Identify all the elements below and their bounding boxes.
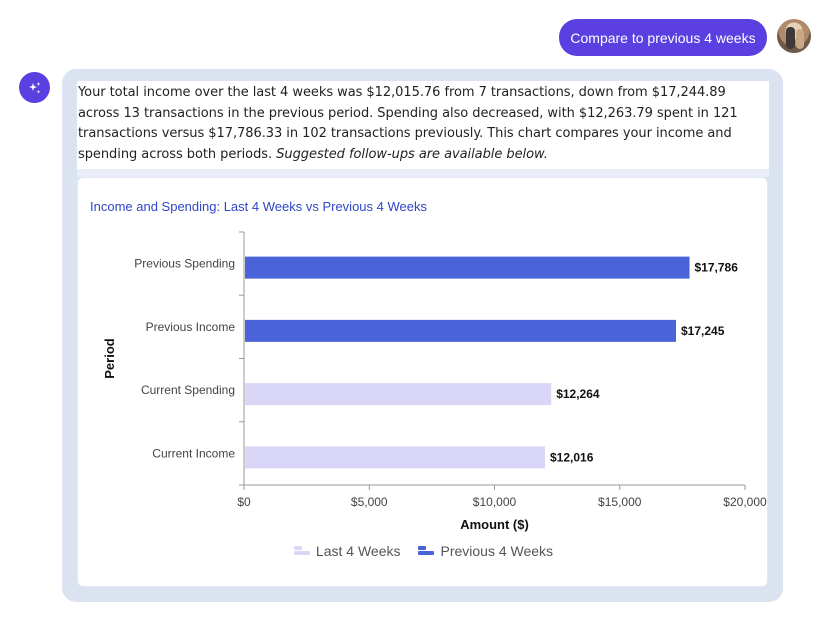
- legend-swatch-last-4-weeks: [293, 545, 310, 557]
- bar: [245, 383, 552, 406]
- chart-legend: Last 4 Weeks Previous 4 Weeks: [78, 543, 769, 559]
- followup-note: Suggested follow-ups are available below…: [276, 146, 548, 162]
- chart-title: Income and Spending: Last 4 Weeks vs Pre…: [90, 199, 427, 214]
- avatar-figure-right: [796, 29, 804, 49]
- bar-data-label: $12,016: [550, 450, 594, 464]
- user-message-text: Compare to previous 4 weeks: [570, 29, 756, 46]
- y-tick-label: Previous Income: [146, 320, 236, 334]
- assistant-message: Your total income over the last 4 weeks …: [77, 81, 769, 169]
- bar: [245, 256, 690, 279]
- x-tick-label: $10,000: [473, 495, 517, 509]
- legend-swatch-previous-4-weeks: [418, 545, 435, 557]
- bar-data-label: $12,264: [556, 387, 600, 401]
- x-tick-label: $5,000: [351, 495, 388, 509]
- bar-data-label: $17,786: [695, 261, 739, 275]
- legend-item-last-4-weeks[interactable]: Last 4 Weeks: [293, 543, 401, 559]
- avatar-figure-left: [786, 27, 795, 49]
- y-tick-label: Current Spending: [141, 383, 235, 397]
- legend-item-previous-4-weeks[interactable]: Previous 4 Weeks: [418, 543, 553, 559]
- x-tick-label: $15,000: [598, 495, 642, 509]
- legend-label: Last 4 Weeks: [315, 543, 401, 559]
- assistant-message-text: Your total income over the last 4 weeks …: [78, 85, 738, 162]
- legend-label: Previous 4 Weeks: [440, 543, 554, 559]
- bar: [245, 446, 546, 469]
- user-avatar[interactable]: [777, 19, 811, 53]
- bar-data-label: $17,245: [681, 324, 725, 338]
- y-tick-label: Current Income: [152, 446, 235, 460]
- bar: [245, 319, 676, 342]
- bar-chart: Previous Spending Previous Income Current …: [102, 231, 767, 532]
- sparkles-icon: [28, 81, 40, 94]
- message-separator: [77, 169, 769, 177]
- y-axis-title: Period: [102, 338, 117, 379]
- user-message-bubble: Compare to previous 4 weeks: [559, 19, 767, 56]
- y-tick-label: Previous Spending: [134, 257, 235, 271]
- x-tick-label: $0: [237, 495, 251, 509]
- x-tick-label: $20,000: [723, 495, 767, 509]
- chart-card: Income and Spending: Last 4 Weeks vs Pre…: [77, 177, 768, 587]
- assistant-avatar: [19, 72, 50, 103]
- x-axis-title: Amount ($): [460, 517, 529, 532]
